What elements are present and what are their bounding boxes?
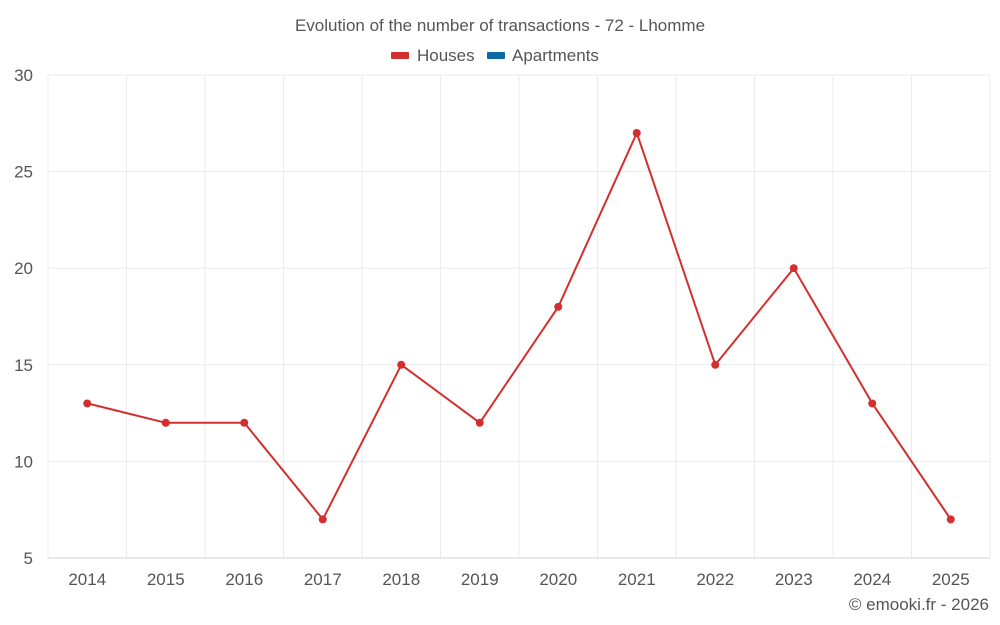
x-tick-label: 2023 xyxy=(775,570,813,589)
credit-text: © emooki.fr - 2026 xyxy=(849,595,989,614)
series-line-houses xyxy=(87,132,952,521)
data-point[interactable] xyxy=(946,515,955,524)
y-tick-label: 15 xyxy=(14,356,33,375)
legend-item-houses[interactable]: Houses xyxy=(391,46,475,65)
data-point[interactable] xyxy=(397,360,406,369)
x-tick-label: 2014 xyxy=(68,570,106,589)
y-tick-label: 25 xyxy=(14,163,33,182)
legend-swatch-houses xyxy=(391,52,409,59)
x-tick-label: 2020 xyxy=(539,570,577,589)
x-tick-label: 2024 xyxy=(853,570,891,589)
x-tick-label: 2016 xyxy=(225,570,263,589)
x-tick-label: 2019 xyxy=(461,570,499,589)
x-tick-label: 2017 xyxy=(304,570,342,589)
data-point[interactable] xyxy=(711,360,720,369)
legend: Houses Apartments xyxy=(391,46,599,65)
y-axis: 5 10 15 20 25 30 xyxy=(14,66,33,568)
series-houses xyxy=(83,128,955,524)
x-tick-label: 2021 xyxy=(618,570,656,589)
x-tick-label: 2025 xyxy=(932,570,970,589)
data-point[interactable] xyxy=(240,418,249,427)
y-tick-label: 30 xyxy=(14,66,33,85)
data-point[interactable] xyxy=(475,418,484,427)
grid xyxy=(47,74,991,559)
x-tick-label: 2022 xyxy=(696,570,734,589)
y-tick-label: 20 xyxy=(14,259,33,278)
data-point[interactable] xyxy=(789,264,798,273)
legend-label-apartments: Apartments xyxy=(512,46,599,65)
data-point[interactable] xyxy=(554,302,563,311)
legend-item-apartments[interactable]: Apartments xyxy=(487,46,599,65)
data-point[interactable] xyxy=(83,399,92,408)
data-point[interactable] xyxy=(632,128,641,137)
data-point[interactable] xyxy=(318,515,327,524)
chart-title: Evolution of the number of transactions … xyxy=(295,16,705,35)
x-axis: 2014 2015 2016 2017 2018 2019 2020 2021 2022 2023… xyxy=(68,570,969,589)
data-point[interactable] xyxy=(161,418,170,427)
legend-label-houses: Houses xyxy=(417,46,475,65)
legend-swatch-apartments xyxy=(487,52,505,59)
data-point[interactable] xyxy=(868,399,877,408)
y-tick-label: 5 xyxy=(24,549,33,568)
x-tick-label: 2018 xyxy=(382,570,420,589)
y-tick-label: 10 xyxy=(14,452,33,471)
x-tick-label: 2015 xyxy=(147,570,185,589)
